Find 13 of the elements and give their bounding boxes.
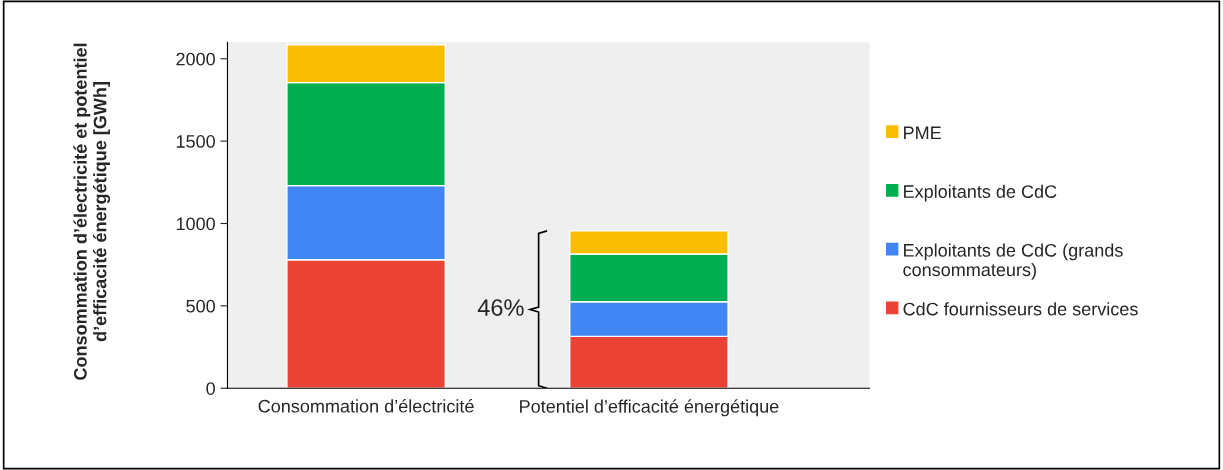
legend-label: PME — [904, 126, 941, 140]
annotation: 46% — [477, 299, 524, 316]
legend-label: CdC fournisseurs de services — [903, 302, 1138, 316]
x-tick-label: Consommation d’électricité — [258, 399, 474, 413]
y-tick-label: 2000 — [176, 52, 215, 66]
y-tick-label: 1000 — [176, 217, 215, 231]
y-axis-title: Consommation d’électricité et potentiel d’efficacité énergétique [GWh] — [73, 43, 111, 380]
y-tick-label: 0 — [206, 382, 215, 395]
x-tick-label: Potentiel d’efficacité énergétique — [520, 399, 779, 417]
y-tick-label: 1500 — [176, 135, 215, 148]
y-tick-label: 500 — [186, 299, 215, 313]
legend-label: Exploitants de CdC — [904, 184, 1057, 202]
legend-label: Exploitants de CdC (grands consommateurs) — [903, 243, 1123, 280]
